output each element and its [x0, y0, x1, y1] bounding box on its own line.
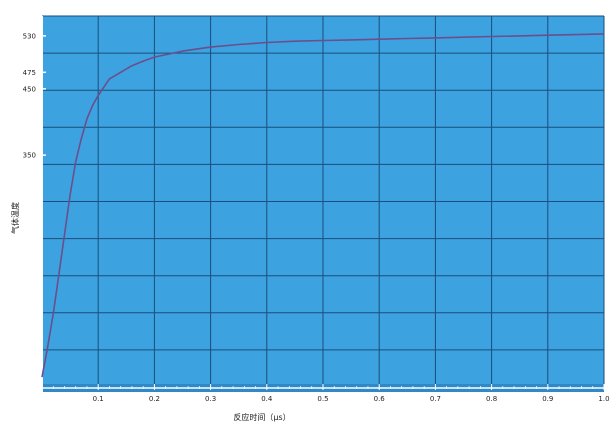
x-tick-label: 0.7 [430, 395, 441, 403]
x-tick-label: 0.3 [205, 395, 216, 403]
x-tick-label: 0.1 [93, 395, 104, 403]
x-tick-label: 0.6 [374, 395, 386, 403]
axes [40, 16, 605, 392]
x-tick-label: 0.9 [542, 395, 553, 403]
series-layer [41, 33, 605, 378]
y-tick-label: 530 [23, 32, 36, 40]
x-tick-label: 0.5 [317, 395, 328, 403]
y-tick-label: 475 [23, 69, 36, 77]
tick-labels: 0.1 0.2 0.3 0.4 0.5 0.6 0.7 0.8 0.9 1.0 350 450 475 5… [23, 32, 610, 403]
series-line [41, 33, 605, 378]
y-tick-label: 450 [23, 85, 36, 93]
grid [42, 15, 605, 388]
y-axis-title: 气体温度 [10, 202, 20, 234]
x-tick-label: 0.2 [149, 395, 160, 403]
y-tick-label: 350 [23, 152, 36, 160]
x-tick-label: 1.0 [598, 395, 609, 403]
x-tick-label: 0.4 [261, 395, 273, 403]
x-axis-title: 反应时间（μs） [233, 412, 290, 422]
x-tick-label: 0.8 [486, 395, 497, 403]
